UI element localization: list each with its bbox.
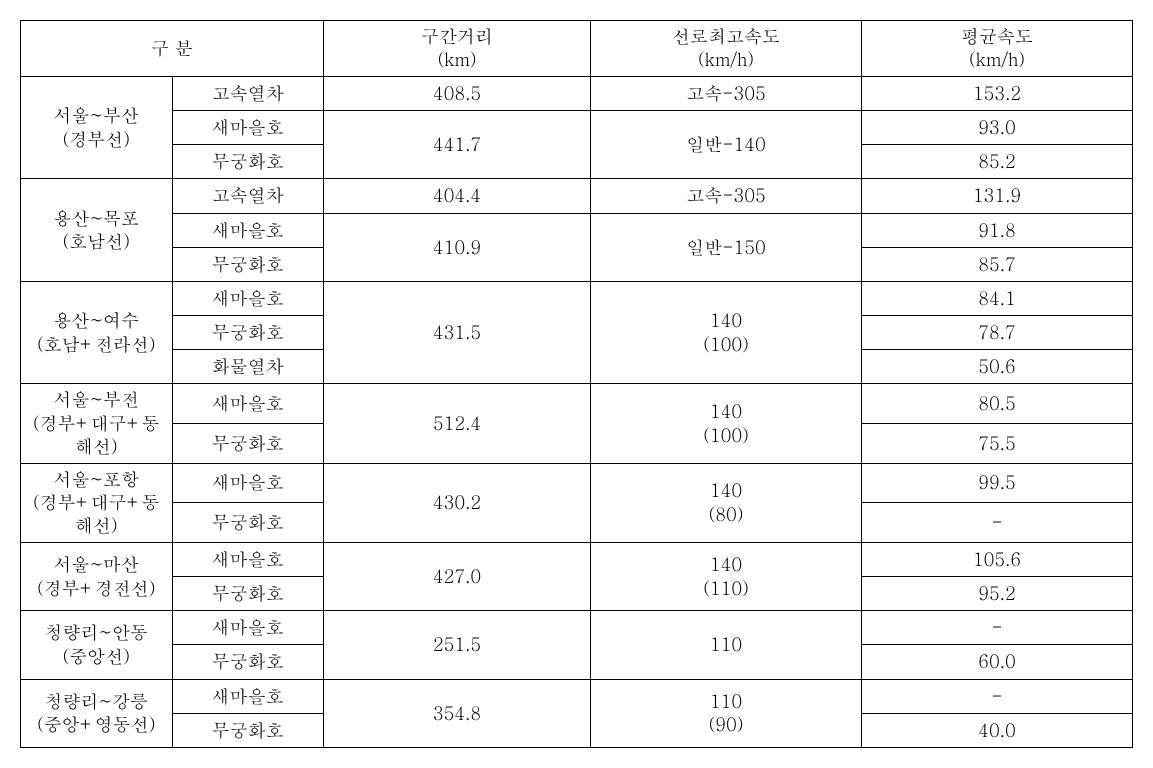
table-row: 청량리~강릉(중앙+영동선)새마을호354.8110(90)- [21,679,1133,713]
table-row: 용산~여수(호남+전라선)새마을호431.5140(100)84.1 [21,281,1133,315]
avg-speed-value: 131.9 [862,179,1133,213]
route-name: 서울~부산(경부선) [21,76,173,179]
train-type: 무궁화호 [172,145,324,179]
distance-value: 430.2 [324,463,591,542]
route-name: 서울~마산(경부+경전선) [21,542,173,610]
header-avg-speed: 평균속도(km/h) [862,21,1133,77]
distance-value: 354.8 [324,679,591,747]
header-max-speed: 선로최고속도(km/h) [591,21,862,77]
table-row: 청량리~안동(중앙선)새마을호251.5110- [21,611,1133,645]
distance-value: 512.4 [324,384,591,463]
max-speed-value: 140(110) [591,542,862,610]
train-type: 무궁화호 [172,503,324,543]
table-row: 서울~부산(경부선)고속열차408.5고속-305153.2 [21,76,1133,110]
avg-speed-value: - [862,611,1133,645]
distance-value: 408.5 [324,76,591,110]
avg-speed-value: - [862,679,1133,713]
distance-value: 410.9 [324,213,591,281]
table-row: 서울~포항(경부+대구+동해선)새마을호430.2140(80)99.5 [21,463,1133,503]
table-header-row: 구 분구간거리(km)선로최고속도(km/h)평균속도(km/h) [21,21,1133,77]
route-name: 서울~부전(경부+대구+동해선) [21,384,173,463]
avg-speed-value: 84.1 [862,281,1133,315]
header-category: 구 분 [21,21,324,77]
avg-speed-value: 153.2 [862,76,1133,110]
train-type: 무궁화호 [172,247,324,281]
max-speed-value: 고속-305 [591,179,862,213]
avg-speed-value: 80.5 [862,384,1133,424]
max-speed-value: 140(80) [591,463,862,542]
train-type: 새마을호 [172,281,324,315]
table-row: 서울~부전(경부+대구+동해선)새마을호512.4140(100)80.5 [21,384,1133,424]
max-speed-value: 일반-140 [591,110,862,178]
train-type: 무궁화호 [172,577,324,611]
route-name: 서울~포항(경부+대구+동해선) [21,463,173,542]
max-speed-value: 110(90) [591,679,862,747]
max-speed-value: 일반-150 [591,213,862,281]
train-type: 무궁화호 [172,424,324,464]
train-type: 새마을호 [172,463,324,503]
train-type: 고속열차 [172,76,324,110]
avg-speed-value: 40.0 [862,713,1133,747]
train-type: 새마을호 [172,384,324,424]
avg-speed-value: 85.2 [862,145,1133,179]
rail-speed-table: 구 분구간거리(km)선로최고속도(km/h)평균속도(km/h)서울~부산(경… [20,20,1133,748]
distance-value: 404.4 [324,179,591,213]
route-name: 용산~목포(호남선) [21,179,173,282]
max-speed-value: 110 [591,611,862,679]
train-type: 새마을호 [172,110,324,144]
train-type: 새마을호 [172,213,324,247]
distance-value: 441.7 [324,110,591,178]
table-row: 새마을호441.7일반-14093.0 [21,110,1133,144]
train-type: 무궁화호 [172,713,324,747]
train-type: 새마을호 [172,542,324,576]
route-name: 청량리~안동(중앙선) [21,611,173,679]
avg-speed-value: 95.2 [862,577,1133,611]
avg-speed-value: 93.0 [862,110,1133,144]
avg-speed-value: 50.6 [862,350,1133,384]
avg-speed-value: 75.5 [862,424,1133,464]
avg-speed-value: - [862,503,1133,543]
avg-speed-value: 85.7 [862,247,1133,281]
train-type: 새마을호 [172,679,324,713]
train-type: 무궁화호 [172,316,324,350]
train-type: 새마을호 [172,611,324,645]
table-row: 용산~목포(호남선)고속열차404.4고속-305131.9 [21,179,1133,213]
avg-speed-value: 99.5 [862,463,1133,503]
route-name: 청량리~강릉(중앙+영동선) [21,679,173,747]
train-type: 무궁화호 [172,645,324,679]
max-speed-value: 고속-305 [591,76,862,110]
header-distance: 구간거리(km) [324,21,591,77]
table-row: 새마을호410.9일반-15091.8 [21,213,1133,247]
avg-speed-value: 91.8 [862,213,1133,247]
route-name: 용산~여수(호남+전라선) [21,281,173,384]
max-speed-value: 140(100) [591,384,862,463]
max-speed-value: 140(100) [591,281,862,384]
avg-speed-value: 60.0 [862,645,1133,679]
avg-speed-value: 105.6 [862,542,1133,576]
avg-speed-value: 78.7 [862,316,1133,350]
distance-value: 251.5 [324,611,591,679]
train-type: 고속열차 [172,179,324,213]
distance-value: 427.0 [324,542,591,610]
train-type: 화물열차 [172,350,324,384]
distance-value: 431.5 [324,281,591,384]
table-row: 서울~마산(경부+경전선)새마을호427.0140(110)105.6 [21,542,1133,576]
